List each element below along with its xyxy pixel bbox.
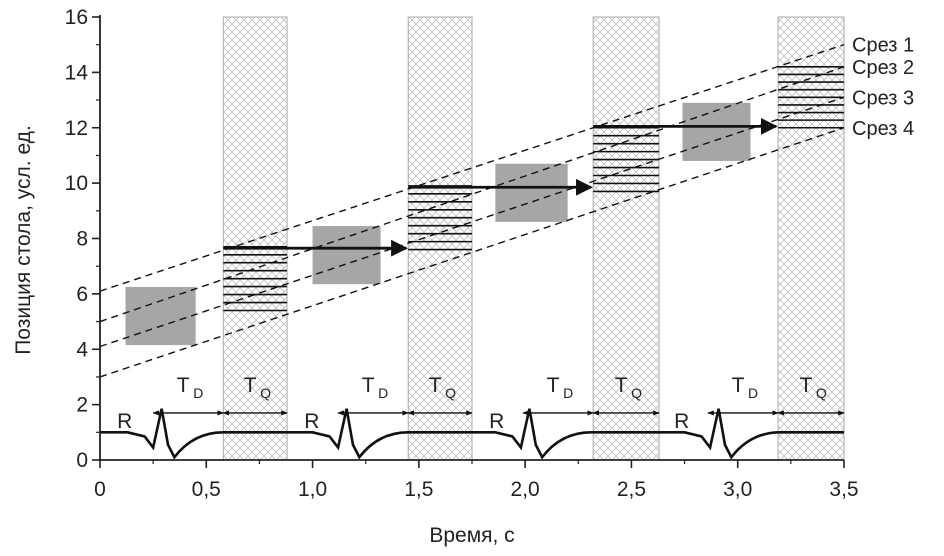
x-tick-label-7: 3,0	[723, 478, 752, 501]
y-tick-label-3: 4	[76, 338, 88, 361]
tq-sub-label-2: Q	[445, 385, 456, 401]
y-tick-label-2: 2	[76, 394, 88, 417]
td-sub-label-2: D	[378, 385, 388, 401]
y-tick-label-7: 12	[65, 117, 88, 140]
y-tick-label-5: 8	[76, 228, 88, 251]
tq-label-1: T	[244, 374, 257, 397]
y-tick-label-8: 14	[65, 61, 89, 84]
gray-block-1	[125, 286, 196, 346]
x-tick-label-5: 2,0	[511, 478, 540, 501]
x-tick-label-2: 0,5	[192, 478, 221, 501]
acquisition-window-1	[222, 16, 288, 461]
tq-sub-label-1: Q	[260, 385, 271, 401]
tq-label-2: T	[429, 374, 442, 397]
td-sub-label-1: D	[193, 385, 203, 401]
acquisition-window-2	[407, 16, 473, 461]
r-label-1: R	[117, 410, 132, 433]
gray-block-2	[312, 226, 381, 285]
x-tick-label-8: 3,5	[829, 478, 858, 501]
tq-sub-label-3: Q	[631, 385, 642, 401]
r-label-2: R	[304, 410, 319, 433]
td-sub-label-3: D	[563, 385, 573, 401]
x-tick-label-3: 1,0	[298, 478, 327, 501]
acquisition-window-3	[592, 16, 660, 461]
x-axis-label: Время, с	[429, 524, 514, 547]
axes: 0 2 4 6 8 10 12 14 16 0 0,5 1,0 1,5 2,0 2,5 3,0 3,5	[65, 6, 859, 501]
y-tick-label-4: 6	[76, 283, 88, 306]
x-tick-label-6: 2,5	[617, 478, 646, 501]
ecg-trace	[100, 408, 844, 460]
y-tick-label-9: 16	[65, 6, 88, 29]
x-tick-label-4: 1,5	[404, 478, 433, 501]
slice-dashed-line-4	[99, 127, 845, 378]
slice-dashed-line-3	[99, 96, 845, 348]
x-tick-label-1: 0	[94, 478, 106, 501]
y-axis-label: Позиция стола, усл. ед.	[12, 125, 35, 355]
td-label-4: T	[732, 374, 745, 397]
td-sub-label-4: D	[748, 385, 758, 401]
td-label-1: T	[177, 374, 190, 397]
r-label-4: R	[674, 410, 689, 433]
y-tick-label-1: 0	[76, 449, 88, 472]
tq-label-3: T	[615, 374, 628, 397]
acquisition-window-4	[777, 16, 845, 461]
slice-label-2: Срез 2	[852, 57, 914, 79]
slice-label-3: Срез 3	[852, 87, 914, 109]
tq-label-4: T	[800, 374, 813, 397]
slice-label-1: Срез 1	[852, 35, 914, 57]
tq-sub-label-4: Q	[816, 385, 827, 401]
td-label-2: T	[362, 374, 375, 397]
td-label-3: T	[547, 374, 560, 397]
slice-label-4: Срез 4	[852, 118, 914, 140]
slice-dashed-line-1	[99, 44, 845, 292]
y-tick-label-6: 10	[65, 172, 88, 195]
r-label-3: R	[489, 410, 504, 433]
